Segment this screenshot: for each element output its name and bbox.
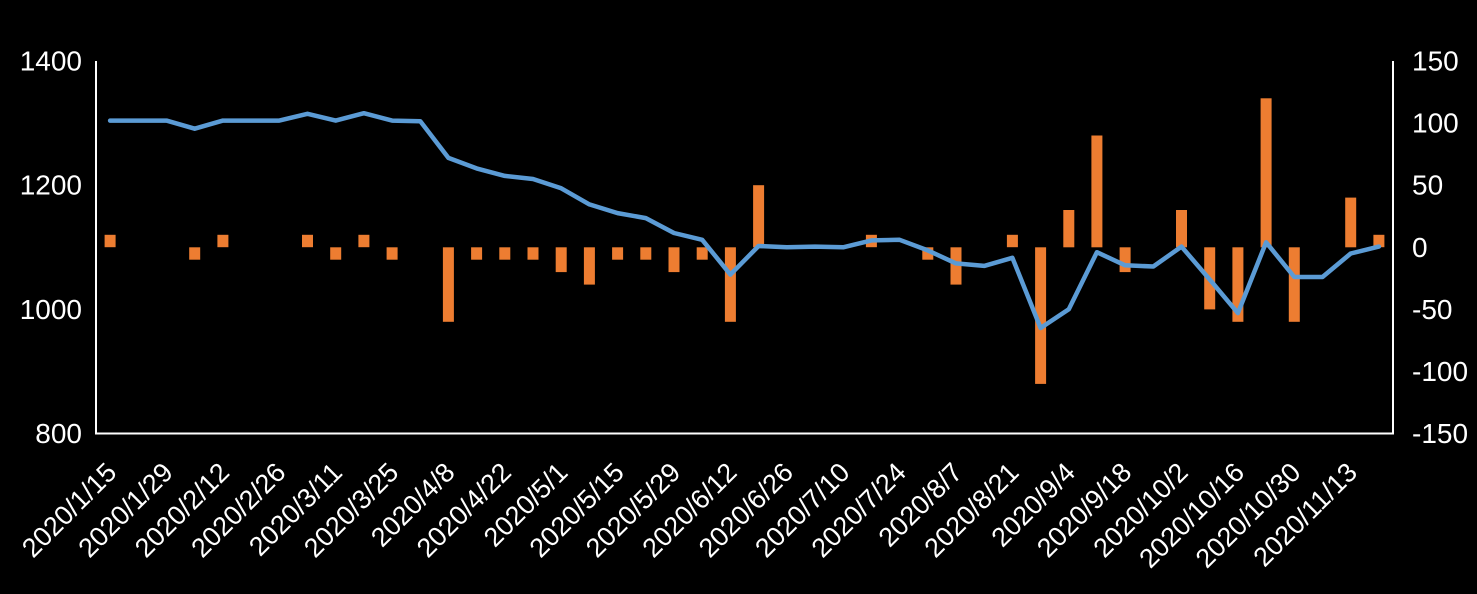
right-axis-tick-label: 50 <box>1412 170 1443 201</box>
bar <box>950 247 962 285</box>
bar <box>1119 247 1131 273</box>
right-axis-tick-label: -50 <box>1412 294 1452 325</box>
bar <box>1063 210 1075 248</box>
bar <box>471 247 483 260</box>
bar <box>499 247 511 260</box>
bar <box>1006 234 1018 248</box>
left-axis-tick-label: 1000 <box>20 294 82 325</box>
bar <box>442 247 454 322</box>
right-axis-tick-label: 0 <box>1412 232 1428 263</box>
bar <box>583 247 595 285</box>
bar <box>1373 234 1385 248</box>
right-axis-tick-label: -150 <box>1412 418 1468 449</box>
bar <box>724 247 736 322</box>
right-axis-tick-label: 150 <box>1412 46 1459 77</box>
bar <box>1260 98 1272 248</box>
bar <box>696 247 708 260</box>
bar <box>1232 247 1244 322</box>
right-axis-tick-label: 100 <box>1412 108 1459 139</box>
bar <box>104 234 116 248</box>
bar <box>1035 247 1047 384</box>
bar <box>189 247 201 260</box>
bar <box>1091 135 1103 248</box>
bar <box>386 247 398 260</box>
line-series <box>107 110 1382 331</box>
right-axis-tick-label: -100 <box>1412 356 1468 387</box>
left-axis-tick-label: 800 <box>35 418 82 449</box>
bar <box>555 247 567 273</box>
bar <box>1288 247 1300 322</box>
bar <box>330 247 342 260</box>
bar <box>612 247 624 260</box>
left-axis-tick-label: 1200 <box>20 170 82 201</box>
bar <box>753 185 765 248</box>
bar <box>640 247 652 260</box>
bar <box>217 234 229 248</box>
bar <box>527 247 539 260</box>
bar <box>922 247 934 260</box>
bar <box>1176 210 1187 248</box>
left-axis-tick-label: 1400 <box>20 46 82 77</box>
bar <box>358 234 370 248</box>
bar <box>302 234 313 248</box>
bar <box>668 247 680 273</box>
bar <box>1345 197 1357 248</box>
